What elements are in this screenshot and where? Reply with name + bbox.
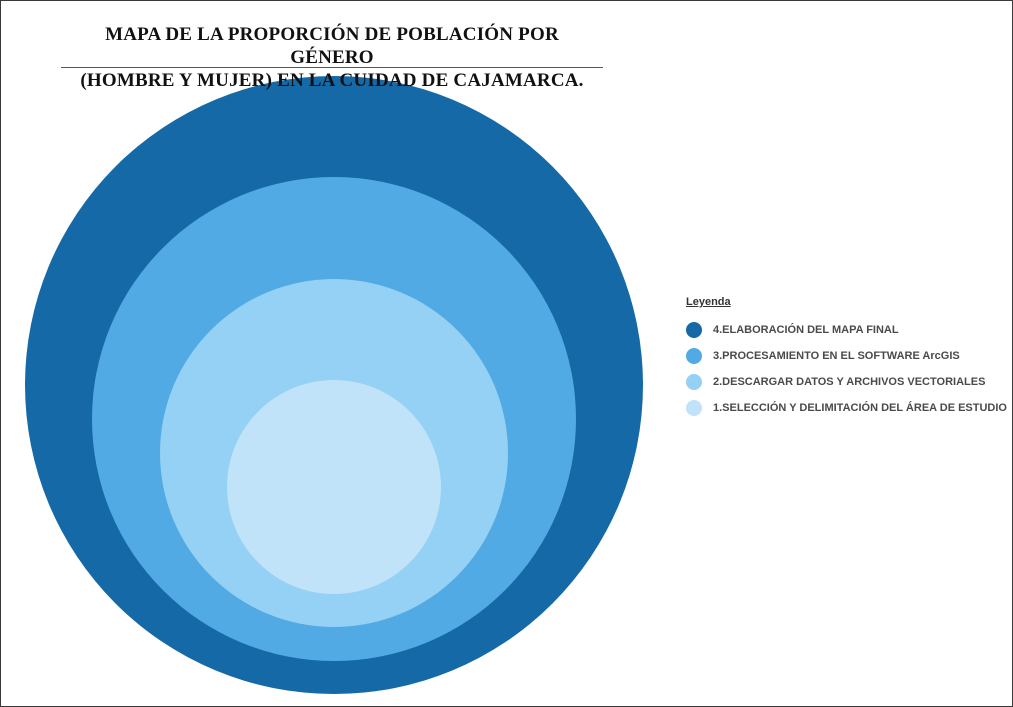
legend-label: 1.SELECCIÓN Y DELIMITACIÓN DEL ÁREA DE E…	[713, 402, 1007, 414]
legend: Leyenda 4.ELABORACIÓN DEL MAPA FINAL 3.P…	[686, 296, 1007, 421]
title-underline	[61, 67, 603, 68]
title-line-1: MAPA DE LA PROPORCIÓN DE POBLACIÓN POR G…	[105, 24, 559, 68]
title-line-2: (HOMBRE Y MUJER) EN LA CUIDAD DE CAJAMAR…	[80, 70, 584, 91]
legend-label: 2.DESCARGAR DATOS Y ARCHIVOS VECTORIALES	[713, 376, 986, 388]
legend-item-step-4: 4.ELABORACIÓN DEL MAPA FINAL	[686, 317, 1006, 343]
legend-item-step-3: 3.PROCESAMIENTO EN EL SOFTWARE ArcGIS	[686, 343, 1006, 369]
legend-item-step-1: 1.SELECCIÓN Y DELIMITACIÓN DEL ÁREA DE E…	[686, 395, 1007, 421]
legend-dot-icon	[686, 348, 702, 364]
legend-label: 4.ELABORACIÓN DEL MAPA FINAL	[713, 324, 899, 336]
page-title: MAPA DE LA PROPORCIÓN DE POBLACIÓN POR G…	[61, 23, 603, 92]
circle-step-1	[227, 380, 441, 594]
legend-dot-icon	[686, 374, 702, 390]
legend-title: Leyenda	[686, 296, 731, 308]
legend-dot-icon	[686, 400, 702, 416]
legend-item-step-2: 2.DESCARGAR DATOS Y ARCHIVOS VECTORIALES	[686, 369, 1006, 395]
legend-dot-icon	[686, 322, 702, 338]
legend-label: 3.PROCESAMIENTO EN EL SOFTWARE ArcGIS	[713, 350, 960, 362]
